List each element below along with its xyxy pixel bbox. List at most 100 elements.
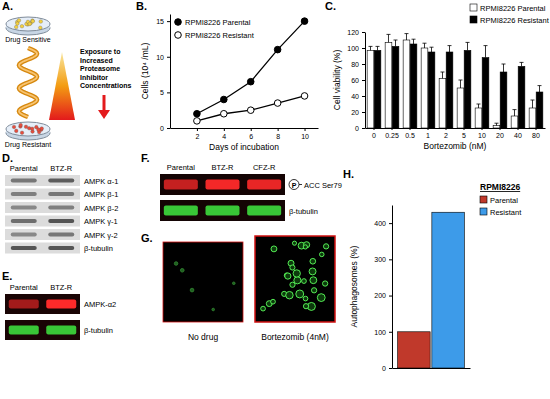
x-tick: 5	[462, 128, 466, 139]
lane-label: Parental	[10, 283, 38, 292]
error-bar	[494, 123, 498, 125]
y-tick-label: 40	[351, 93, 359, 100]
blot: F.ParentalBTZ-RCFZ-RPACC Ser79β-tubulin	[141, 152, 342, 221]
error-cap	[458, 80, 462, 81]
x-tick-mark	[224, 128, 225, 131]
fluorescent-spot	[322, 281, 327, 286]
error-bar	[538, 86, 542, 92]
x-axis-line	[393, 368, 471, 369]
y-tick-mark	[167, 57, 170, 58]
lane-label: BTZ-R	[50, 283, 73, 292]
bar	[403, 40, 410, 128]
bar	[421, 48, 428, 128]
y-axis-line	[365, 33, 366, 129]
blot-band	[247, 180, 281, 190]
x-tick-mark	[446, 128, 447, 130]
error-cap	[394, 40, 398, 41]
cell	[31, 19, 35, 23]
blot-band	[46, 326, 76, 335]
micrograph-image	[163, 242, 243, 322]
data-point	[301, 93, 308, 100]
blot-band	[9, 300, 39, 309]
blot-strip	[5, 320, 80, 340]
error-cap	[530, 100, 534, 101]
y-tick-mark	[362, 32, 365, 33]
lane-label: CFZ-R	[253, 163, 276, 172]
fluorescent-spot	[190, 288, 194, 292]
error-cap	[502, 64, 506, 65]
blot-band	[48, 233, 74, 237]
cell	[14, 25, 18, 29]
y-tick: 300	[374, 256, 392, 263]
error-line	[377, 46, 378, 50]
x-tick-mark	[482, 128, 483, 130]
x-tick: 0.5	[405, 128, 415, 139]
data-point	[194, 110, 201, 117]
y-tick-mark	[389, 223, 392, 224]
bar	[367, 50, 374, 128]
blot-band	[11, 192, 37, 196]
lane-label: Parental	[10, 164, 38, 173]
y-tick-label: 10	[156, 53, 164, 60]
legend: RPMI8226ParentalResistant	[480, 182, 522, 217]
fluorescent-spot	[296, 290, 304, 298]
micrograph-image	[255, 236, 335, 322]
error-cap	[448, 45, 452, 46]
y-tick: 40	[351, 93, 365, 100]
error-bar	[412, 39, 416, 44]
lane-label: BTZ-R	[50, 164, 73, 173]
bar	[428, 52, 435, 128]
legend-symbol	[480, 208, 487, 215]
x-tick-label: 2	[444, 132, 448, 139]
panel-label: B.	[136, 0, 147, 12]
blot-band	[11, 179, 37, 183]
data-point	[247, 78, 254, 85]
x-tick-label: 8	[276, 133, 280, 140]
blot-band	[48, 179, 74, 183]
y-tick: 200	[374, 292, 392, 299]
bar	[410, 44, 417, 128]
blot: D.ParentalBTZ-RAMPK α-1AMPK β-1AMPK β-2A…	[2, 152, 118, 254]
cell	[39, 20, 43, 24]
error-cap	[476, 104, 480, 105]
bar	[500, 72, 507, 128]
data-point	[274, 100, 281, 107]
error-cap	[404, 33, 408, 34]
x-tick-mark	[278, 128, 279, 131]
y-tick: 5	[160, 89, 170, 96]
row-label: β-tubulin	[84, 244, 113, 253]
error-cap	[412, 39, 416, 40]
blot-band	[9, 326, 39, 335]
error-bar	[404, 34, 408, 40]
row-label: AMPK β-2	[84, 204, 118, 213]
bar	[536, 92, 543, 128]
data-point	[221, 96, 228, 103]
bar	[439, 78, 446, 128]
cell	[37, 128, 41, 132]
error-bar	[458, 80, 462, 88]
fluorescent-spot	[310, 258, 316, 264]
error-cap	[430, 47, 434, 48]
x-tick-label: 10	[478, 132, 486, 139]
blot-band	[11, 246, 37, 250]
y-tick-mark	[167, 92, 170, 93]
y-tick: 80	[351, 61, 365, 68]
image-label: Bortezomib (4nM)	[261, 332, 329, 342]
legend-label: RPMI8226 Parental	[480, 4, 546, 13]
error-line	[532, 100, 533, 108]
y-tick-label: 80	[351, 61, 359, 68]
y-tick-mark	[362, 48, 365, 49]
error-bar	[448, 46, 452, 52]
row-label: β-tubulin	[289, 207, 318, 216]
y-tick-label: 20	[351, 109, 359, 116]
error-bar	[386, 34, 390, 42]
cell	[12, 125, 16, 129]
error-line	[395, 40, 396, 46]
y-tick-mark	[362, 128, 365, 129]
error-cap	[512, 109, 516, 110]
error-bar	[430, 47, 434, 52]
y-tick-label: 100	[374, 329, 386, 336]
panel-label: C.	[325, 0, 336, 12]
data-point	[221, 110, 228, 117]
x-tick: 6	[249, 128, 253, 140]
